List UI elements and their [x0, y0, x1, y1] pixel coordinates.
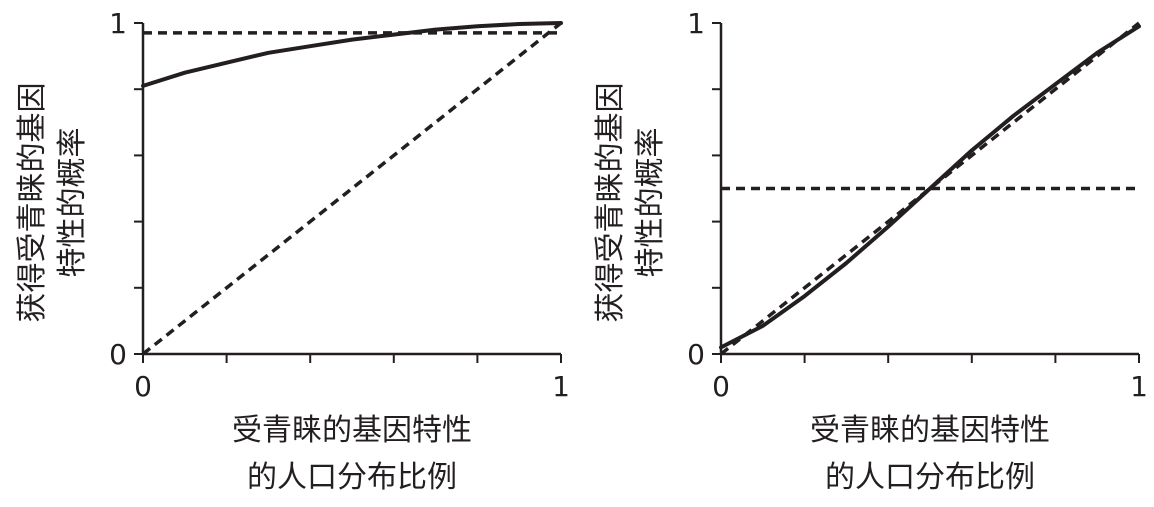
y-tick-label: 0	[109, 338, 127, 371]
y-axis-title-line-2: 特性的概率	[55, 128, 90, 278]
y-axis-title-line-1: 获得受青睐的基因	[15, 83, 50, 323]
x-axis-title-line-1: 受青睐的基因特性	[810, 413, 1050, 448]
x-axis-title-line-2: 的人口分布比例	[825, 460, 1035, 495]
x-tick-label: 0	[134, 370, 152, 403]
y-axis-title-line-1: 获得受青睐的基因	[593, 83, 628, 323]
y-tick-label: 1	[109, 7, 127, 40]
x-tick-label: 1	[552, 370, 570, 403]
x-tick-label: 1	[1130, 370, 1148, 403]
series-line-1-solid	[141, 21, 563, 88]
x-axis-title-line-1: 受青睐的基因特性	[232, 413, 472, 448]
series-line-1-solid	[719, 24, 1141, 350]
series-line-2-dashed	[141, 21, 563, 356]
y-tick-label: 1	[687, 7, 705, 40]
y-tick-label: 0	[687, 338, 705, 371]
y-axis-title-line-2: 特性的概率	[633, 128, 668, 278]
x-tick-label: 0	[712, 370, 730, 403]
x-axis-title-line-2: 的人口分布比例	[247, 460, 457, 495]
